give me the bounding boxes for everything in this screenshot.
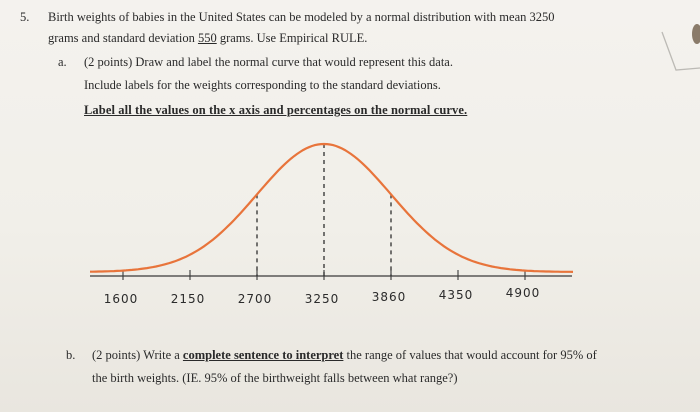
normal-curve-drawing: 1600 2150 2700 3250 3860 4350 4900 bbox=[90, 142, 574, 306]
part-b-post: the range of values that would account f… bbox=[343, 348, 597, 362]
bell-curve bbox=[90, 142, 574, 273]
x-tick-label: 3250 bbox=[305, 292, 340, 306]
part-a-label: a. bbox=[58, 55, 67, 69]
question-text-line-2: grams and standard deviation 550 grams. … bbox=[48, 31, 367, 46]
question-text-line-1: Birth weights of babies in the United St… bbox=[48, 10, 555, 24]
part-a-line-3: Label all the values on the x axis and p… bbox=[84, 103, 468, 117]
x-tick-label: 4900 bbox=[506, 286, 541, 300]
part-b-line-1: (2 points) Write a complete sentence to … bbox=[92, 348, 597, 363]
corner-sketch-icon bbox=[661, 24, 700, 71]
x-tick-label: 1600 bbox=[104, 292, 139, 306]
x-tick-label: 4350 bbox=[439, 288, 474, 302]
x-tick-label: 2150 bbox=[171, 292, 206, 306]
part-a-line-2: Include labels for the weights correspon… bbox=[84, 78, 441, 92]
part-b-line-2: the birth weights. (IE. 95% of the birth… bbox=[92, 371, 458, 385]
x-tick-label: 3860 bbox=[372, 290, 407, 304]
x-axis-labels: 1600 2150 2700 3250 3860 4350 4900 bbox=[104, 286, 541, 306]
sd-lines bbox=[256, 144, 392, 276]
x-tick-label: 2700 bbox=[238, 292, 273, 306]
question-text-post: grams. Use Empirical RULE. bbox=[216, 31, 368, 45]
sd-value: 550 bbox=[197, 31, 217, 45]
question-number: 5. bbox=[20, 10, 30, 24]
question-text-pre: grams and standard deviation bbox=[48, 31, 198, 45]
part-b-label: b. bbox=[66, 348, 76, 362]
part-b-emphasis: complete sentence to interpret bbox=[182, 348, 344, 362]
part-b-pre: (2 points) Write a bbox=[92, 348, 183, 362]
part-a-line-1: (2 points) Draw and label the normal cur… bbox=[84, 55, 453, 69]
